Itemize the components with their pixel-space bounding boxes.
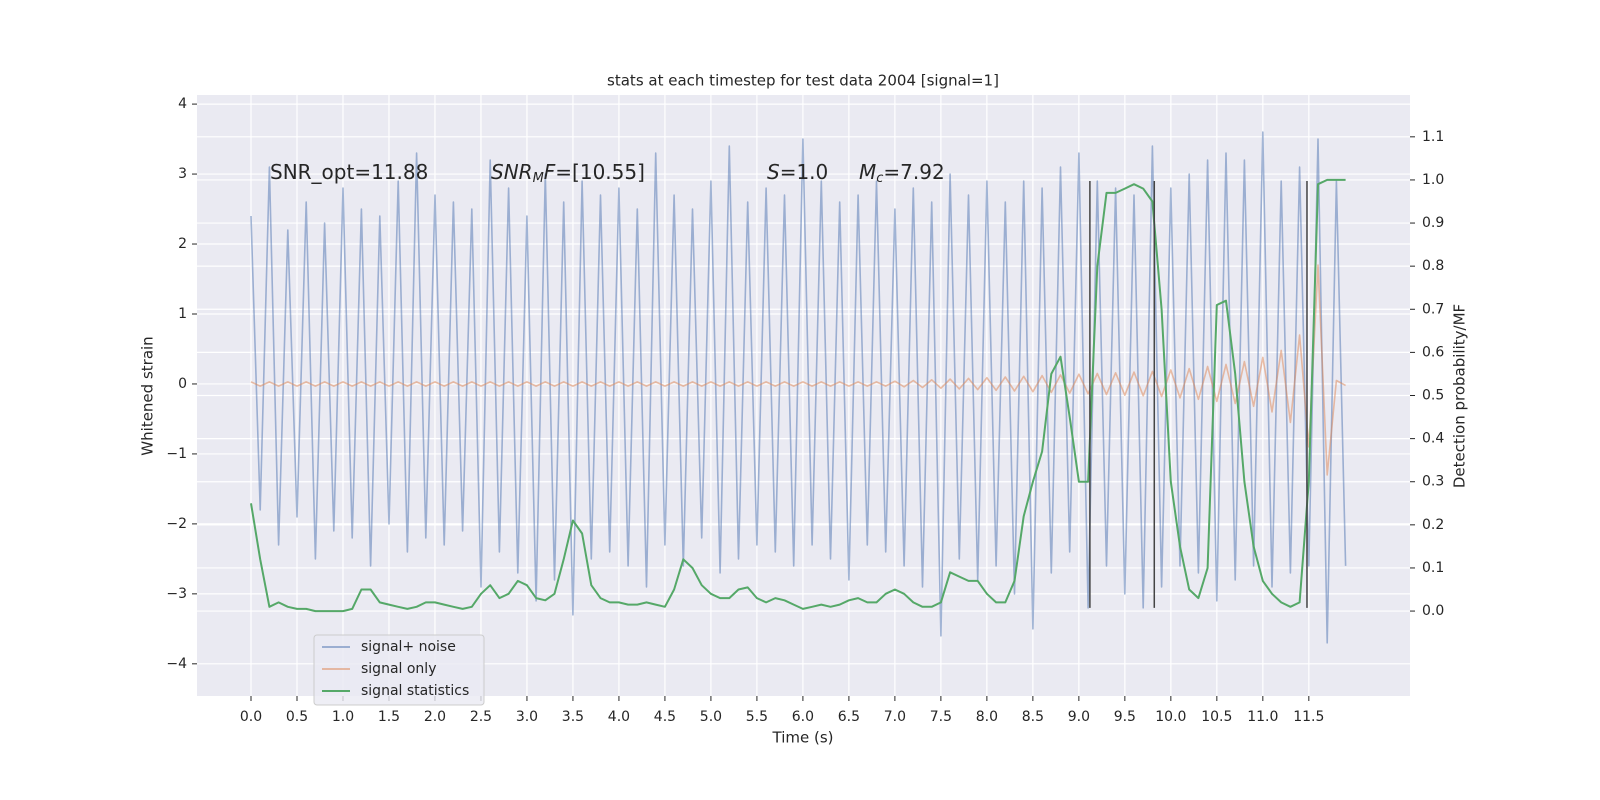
x-axis-label: Time (s) — [772, 729, 834, 747]
y2-tick-label: 0.2 — [1422, 517, 1444, 533]
annotation: SNR_opt=11.88 — [270, 160, 428, 184]
x-tick-label: 11.0 — [1247, 709, 1278, 725]
annotation-part: =7.92 — [883, 160, 944, 184]
y2-tick-label: 0.6 — [1422, 344, 1444, 360]
x-tick-label: 10.5 — [1201, 709, 1232, 725]
x-tick-label: 5.5 — [746, 709, 768, 725]
annotation-part: M — [533, 171, 544, 186]
annotation-part: F — [544, 160, 556, 184]
marks: SNR_opt=11.88 SNRMF=[10.55] S=1.0 Mc=7.92 — [250, 131, 1347, 644]
legend-label: signal only — [361, 661, 436, 677]
x-tick-label: 7.5 — [930, 709, 952, 725]
x-tick-label: 6.0 — [792, 709, 814, 725]
x-tick-label: 1.0 — [332, 709, 354, 725]
y2-tick-label: 0.7 — [1422, 301, 1444, 317]
y2-tick-label: 0.5 — [1422, 388, 1444, 404]
x-tick-label: 2.5 — [470, 709, 492, 725]
x-tick-label: 8.5 — [1022, 709, 1044, 725]
x-tick-label: 11.5 — [1293, 709, 1324, 725]
y2-tick-label: 0.4 — [1422, 431, 1444, 447]
series-line — [250, 131, 1347, 644]
x-tick-label: 1.5 — [378, 709, 400, 725]
y-tick-label: −1 — [166, 446, 187, 462]
x-tick-label: 3.0 — [516, 709, 538, 725]
x-tick-label: 3.5 — [562, 709, 584, 725]
y-tick-label: −4 — [166, 656, 187, 672]
x-tick-label: 9.0 — [1068, 709, 1090, 725]
annotation-part: =1.0 — [780, 160, 829, 184]
y2-tick-label: 0.9 — [1422, 215, 1444, 231]
x-tick-label: 0.5 — [286, 709, 308, 725]
x-tick-label: 7.0 — [884, 709, 906, 725]
legend-label: signal statistics — [361, 683, 469, 699]
y-tick-label: 1 — [178, 306, 187, 322]
annotation: SNRMF=[10.55] — [491, 160, 645, 186]
y-tick-label: 2 — [178, 236, 187, 252]
y2-tick-label: 0.3 — [1422, 474, 1444, 490]
x-tick-label: 4.0 — [608, 709, 630, 725]
x-tick-label: 6.5 — [838, 709, 860, 725]
annotation-part: =[10.55] — [555, 160, 645, 184]
legend-label: signal+ noise — [361, 639, 456, 655]
x-tick-label: 5.0 — [700, 709, 722, 725]
annotation-part: c — [876, 171, 883, 186]
y-tick-label: 0 — [178, 376, 187, 392]
y-axis-label: Whitened strain — [139, 336, 157, 455]
chart-title: stats at each timestep for test data 200… — [607, 72, 999, 90]
y2-tick-label: 0.0 — [1422, 603, 1444, 619]
x-tick-label: 2.0 — [424, 709, 446, 725]
annotation-part: SNR_opt=11.88 — [270, 160, 428, 184]
x-tick-label: 4.5 — [654, 709, 676, 725]
series-line — [250, 178, 1346, 613]
x-tick-label: 0.0 — [240, 709, 262, 725]
annotation-part: S — [767, 160, 780, 184]
annotation-part: M — [859, 160, 876, 184]
y2-tick-label: 1.0 — [1422, 172, 1444, 188]
y-tick-label: −2 — [166, 516, 187, 532]
y-tick-label: 4 — [178, 96, 187, 112]
y2-axis-label: Detection probability/MF — [1451, 304, 1469, 488]
legend-box — [313, 634, 485, 706]
x-tick-label: 8.0 — [976, 709, 998, 725]
series-line — [250, 264, 1346, 476]
x-tick-label: 9.5 — [1114, 709, 1136, 725]
annotation-part: SNR — [491, 160, 533, 184]
axes: 0.0 0.5 1.0 1.5 2.0 2.5 3.0 3.5 4.0 4.5 5.0 5.5 6.0 6… — [166, 96, 1444, 725]
annotation: Mc=7.92 — [859, 160, 945, 186]
y-tick-label: −3 — [166, 586, 187, 602]
x-tick-label: 10.0 — [1155, 709, 1186, 725]
y-tick-label: 3 — [178, 166, 187, 182]
y2-tick-label: 1.1 — [1422, 129, 1444, 145]
annotation: S=1.0 — [767, 160, 828, 184]
y2-tick-label: 0.1 — [1422, 560, 1444, 576]
y2-tick-label: 0.8 — [1422, 258, 1444, 274]
